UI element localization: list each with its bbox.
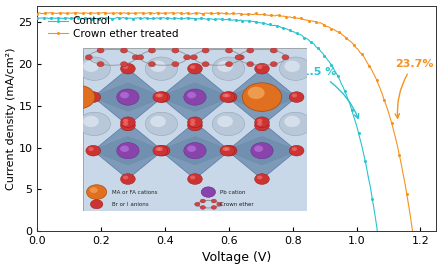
Y-axis label: Current density (mA/cm²): Current density (mA/cm²) — [6, 47, 15, 190]
Crown ether treated — [137, 11, 142, 15]
Crown ether treated — [106, 12, 111, 15]
Text: 23.7%: 23.7% — [395, 59, 433, 118]
X-axis label: Voltage (V): Voltage (V) — [202, 251, 271, 264]
Control — [34, 16, 40, 19]
Control — [127, 16, 132, 20]
Line: Crown ether treated: Crown ether treated — [36, 11, 414, 232]
Control — [359, 145, 365, 148]
Crown ether treated — [34, 12, 40, 15]
Crown ether treated — [410, 229, 415, 232]
Line: Control: Control — [36, 16, 379, 232]
Text: 21.5 %: 21.5 % — [294, 67, 358, 119]
Control — [347, 103, 353, 106]
Crown ether treated — [393, 136, 398, 139]
Crown ether treated — [57, 11, 63, 15]
Crown ether treated — [74, 11, 80, 14]
Control — [55, 16, 61, 19]
Legend: Control, Crown ether treated: Control, Crown ether treated — [43, 12, 182, 43]
Crown ether treated — [50, 12, 55, 15]
Control — [115, 16, 120, 19]
Crown ether treated — [380, 93, 385, 96]
Control — [98, 16, 103, 19]
Control — [48, 16, 53, 19]
Control — [375, 229, 380, 232]
